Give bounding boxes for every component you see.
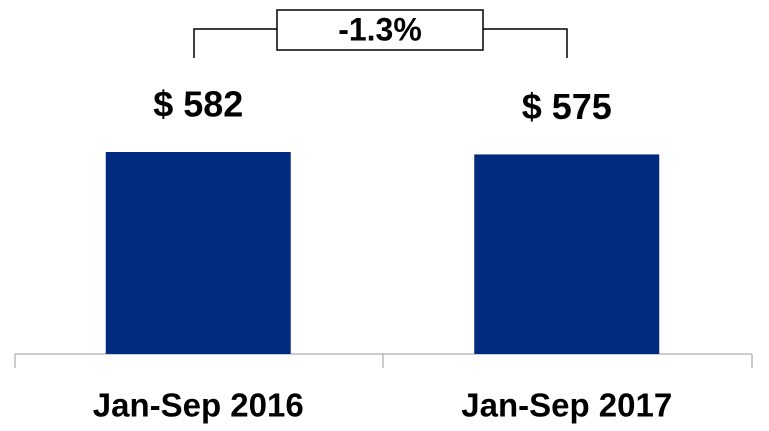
bar: [474, 154, 660, 354]
x-tick-label: Jan-Sep 2016: [93, 387, 304, 424]
value-label: $ 582: [153, 84, 243, 125]
bracket: [193, 28, 277, 58]
annotation-box: [276, 9, 484, 51]
value-label: $ 575: [522, 86, 612, 127]
bar: [105, 152, 291, 354]
bracket: [483, 28, 568, 58]
annotation: -1.3%: [338, 11, 422, 47]
x-tick-label: Jan-Sep 2017: [461, 387, 672, 424]
